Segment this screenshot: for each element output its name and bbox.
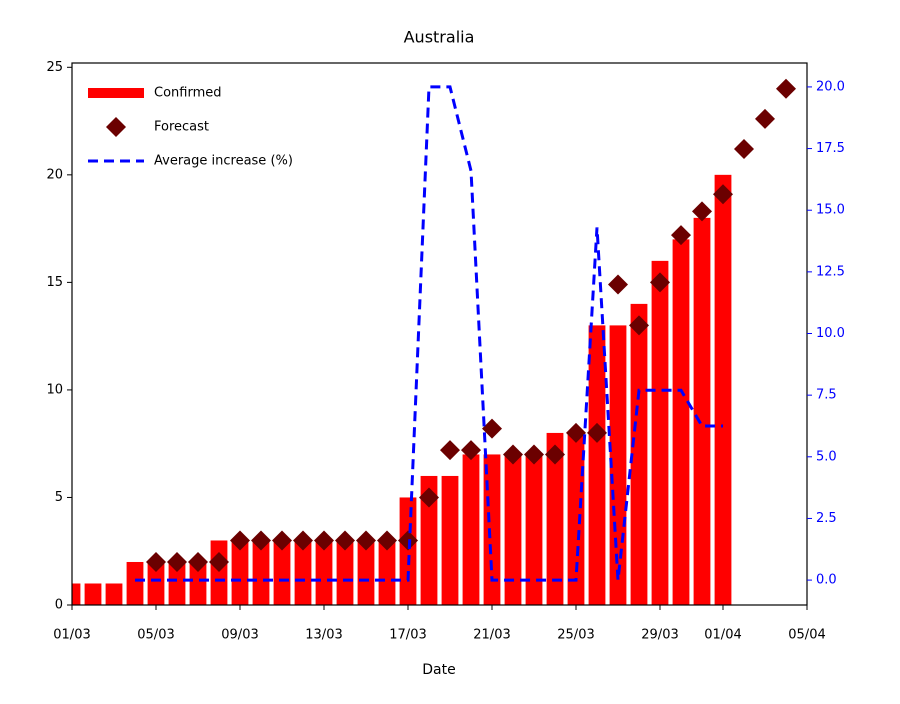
bar: [525, 454, 543, 605]
forecast-marker: [482, 418, 502, 439]
forecast-marker: [587, 422, 607, 443]
forecast-marker: [713, 184, 733, 205]
forecast-marker: [503, 444, 523, 465]
x-tick-label: 25/03: [557, 628, 594, 643]
bar: [420, 475, 438, 605]
y-tick-label: 25: [46, 60, 63, 75]
x-tick-label: 21/03: [473, 628, 510, 643]
bar: [714, 174, 732, 605]
forecast-marker: [377, 530, 397, 551]
y-tick-label: 5: [55, 490, 63, 505]
bar: [105, 583, 123, 605]
bar: [357, 540, 375, 605]
bar: [378, 540, 396, 605]
y-tick-label: 20: [46, 167, 63, 182]
y-tick-label: 15: [46, 275, 63, 290]
x-axis-label: Date: [422, 662, 455, 678]
bar: [441, 475, 459, 605]
forecast-marker: [524, 444, 544, 465]
bar: [273, 540, 291, 605]
bar: [294, 540, 312, 605]
y2-tick-label: 5.0: [816, 449, 837, 464]
bar: [252, 540, 270, 605]
forecast-marker: [293, 530, 313, 551]
bar: [630, 303, 648, 605]
bar: [651, 260, 669, 605]
forecast-marker: [545, 444, 565, 465]
bar: [546, 432, 564, 605]
forecast-marker: [230, 530, 250, 551]
forecast-marker: [419, 487, 439, 508]
forecast-marker: [251, 530, 271, 551]
plot-area: [72, 78, 796, 605]
forecast-marker: [335, 530, 355, 551]
x-tick-label: 05/04: [788, 628, 825, 643]
forecast-marker: [566, 422, 586, 443]
y2-tick-label: 17.5: [816, 141, 845, 156]
forecast-marker: [440, 440, 460, 461]
bar: [672, 239, 690, 605]
x-tick-label: 05/03: [137, 628, 174, 643]
bar: [84, 583, 102, 605]
bar: [504, 454, 522, 605]
bar: [315, 540, 333, 605]
bar: [147, 561, 165, 605]
bar: [72, 583, 81, 605]
bar: [399, 497, 417, 605]
forecast-marker: [734, 139, 754, 160]
chart-title: Australia: [404, 28, 475, 47]
forecast-marker: [209, 551, 229, 572]
forecast-marker: [671, 225, 691, 246]
y2-tick-label: 20.0: [816, 79, 845, 94]
legend-label: Forecast: [154, 120, 209, 135]
forecast-marker: [398, 530, 418, 551]
forecast-marker: [608, 274, 628, 295]
bar: [588, 325, 606, 605]
bar: [168, 561, 186, 605]
x-tick-label: 01/04: [704, 628, 741, 643]
bar: [231, 540, 249, 605]
bar: [336, 540, 354, 605]
forecast-marker: [461, 440, 481, 461]
bar: [126, 561, 144, 605]
forecast-marker: [167, 551, 187, 572]
forecast-marker: [146, 551, 166, 572]
line: [135, 85, 723, 582]
x-tick-label: 09/03: [221, 628, 258, 643]
y2-tick-label: 2.5: [816, 511, 837, 526]
forecast-marker: [776, 78, 796, 99]
x-tick-label: 17/03: [389, 628, 426, 643]
bar: [189, 561, 207, 605]
x-tick-label: 13/03: [305, 628, 342, 643]
y2-tick-label: 0.0: [816, 573, 837, 588]
y2-tick-label: 7.5: [816, 388, 837, 403]
bar: [210, 540, 228, 605]
y-tick-label: 10: [46, 382, 63, 397]
forecast-marker: [188, 551, 208, 572]
x-tick-label: 29/03: [641, 628, 678, 643]
y-tick-label: 0: [55, 598, 63, 613]
forecast-marker: [692, 201, 712, 222]
legend-swatch: [106, 117, 126, 137]
forecast-marker: [629, 315, 649, 336]
forecast-marker: [356, 530, 376, 551]
y2-tick-label: 15.0: [816, 203, 845, 218]
bar: [567, 432, 585, 605]
legend-label: Average increase (%): [154, 154, 293, 169]
forecast-marker: [272, 530, 292, 551]
x-tick-label: 01/03: [53, 628, 90, 643]
bar: [483, 454, 501, 605]
forecast-marker: [314, 530, 334, 551]
bar: [462, 454, 480, 605]
forecast-marker: [755, 108, 775, 129]
forecast-marker: [650, 272, 670, 293]
legend-label: Confirmed: [154, 86, 222, 101]
legend-swatch: [88, 88, 144, 98]
y2-tick-label: 10.0: [816, 326, 845, 341]
bar: [693, 217, 711, 605]
y2-tick-label: 12.5: [816, 264, 845, 279]
